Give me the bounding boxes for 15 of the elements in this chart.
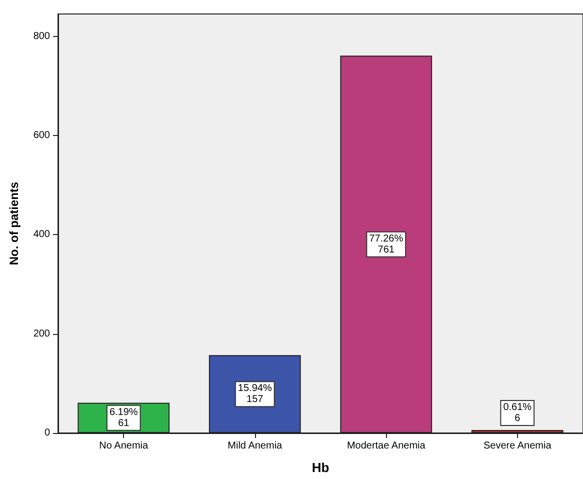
y-tick-label: 400 <box>33 229 50 240</box>
x-axis-title: Hb <box>312 460 330 475</box>
x-tick-label: Modertae Anemia <box>346 440 426 452</box>
x-tick-label: No Anemia <box>99 440 149 452</box>
y-axis-title: No. of patients <box>7 182 21 266</box>
data-label: 0.61% 6 <box>503 402 532 424</box>
x-tick-label: Severe Anemia <box>483 440 552 452</box>
y-tick-label: 600 <box>33 130 50 141</box>
x-tick-label: Mild Anemia <box>228 440 283 452</box>
y-tick-label: 0 <box>44 428 50 438</box>
y-tick-label: 200 <box>33 328 50 340</box>
data-label: 77.26% 761 <box>369 233 404 256</box>
data-label: 15.94% 157 <box>238 383 272 406</box>
data-label: 6.19% 61 <box>109 406 138 429</box>
y-tick-label: 800 <box>33 30 50 42</box>
